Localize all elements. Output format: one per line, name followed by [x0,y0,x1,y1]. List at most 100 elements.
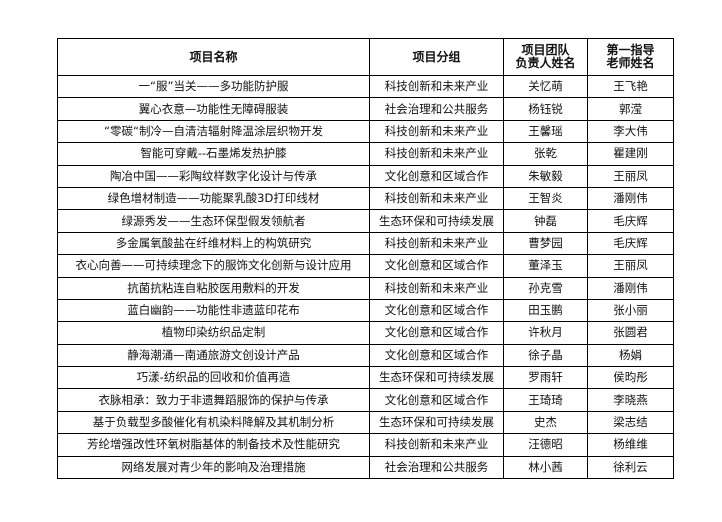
advisor-cell: 瞿建刚 [587,142,674,166]
advisor-cell: 李晓燕 [587,388,674,412]
header-line: 项目团队 [521,43,570,57]
project-name-cell: 多金属氧酸盐在纤维材料上的构筑研究 [57,231,370,256]
project-name-cell: 绿源秀发——生态环保型假发领航者 [57,209,370,233]
project-group-cell: 科技创新和未来产业 [369,433,504,457]
team-leader-cell: 林小茜 [503,455,588,480]
project-name-cell: 网络发展对青少年的影响及治理措施 [57,455,370,480]
advisor-cell: 潘刚伟 [587,186,674,211]
table-row: 衣心向善——可持续理念下的服饰文化创新与设计应用 文化创意和区域合作 董泽玉 王丽凤 [57,254,674,278]
team-leader-cell: 钟磊 [503,209,588,233]
project-name-cell: 巧漾-纺织品的回收和价值再造 [57,366,370,390]
project-group-cell: 科技创新和未来产业 [369,186,504,211]
advisor-cell: 梁志结 [587,410,674,435]
advisor-cell: 毛庆辉 [587,231,674,256]
table-row: 芳纶增强改性环氧树脂基体的制备技术及性能研究 科技创新和未来产业 汪德昭 杨维维 [57,433,674,457]
advisor-cell: 王飞艳 [587,74,674,99]
project-group-cell: 科技创新和未来产业 [369,142,504,166]
table-row: 植物印染纺织品定制 文化创意和区域合作 许秋月 张圆君 [57,321,674,345]
team-leader-cell: 田玉鹏 [503,298,588,323]
team-leader-cell: 徐子晶 [503,343,588,368]
project-name-cell: 植物印染纺织品定制 [57,321,370,345]
advisor-cell: 李大伟 [587,119,674,144]
project-name-cell: 抗菌抗粘连自粘胶医用敷料的开发 [57,276,370,300]
project-name-cell: 蓝白幽韵——功能性非遗蓝印花布 [57,298,370,323]
advisor-cell: 张小丽 [587,298,674,323]
team-leader-cell: 董泽玉 [503,254,588,278]
project-name-cell: 基于负载型多酸催化有机染料降解及其机制分析 [57,410,370,435]
project-group-cell: 文化创意和区域合作 [369,254,504,278]
team-leader-cell: 朱敏毅 [503,164,588,188]
table-row: 翼心衣意—功能性无障碍服装 社会治理和公共服务 杨钰锐 郭滢 [57,97,674,121]
project-group-cell: 社会治理和公共服务 [369,455,504,480]
table-row: 网络发展对青少年的影响及治理措施 社会治理和公共服务 林小茜 徐利云 [57,455,674,480]
project-name-cell: 衣心向善——可持续理念下的服饰文化创新与设计应用 [57,254,370,278]
team-leader-cell: 史杰 [503,410,588,435]
project-group-cell: 生态环保和可持续发展 [369,209,504,233]
project-group-cell: 科技创新和未来产业 [369,231,504,256]
team-leader-cell: 关忆萌 [503,74,588,99]
team-leader-cell: 孙克雪 [503,276,588,300]
project-group-cell: 社会治理和公共服务 [369,97,504,121]
table-row: 抗菌抗粘连自粘胶医用敷料的开发 科技创新和未来产业 孙克雪 潘刚伟 [57,276,674,300]
project-name-cell: 静海潮涌—南通旅游文创设计产品 [57,343,370,368]
table-row: “零碳“制冷—自清洁辐射降温涂层织物开发 科技创新和未来产业 王馨瑶 李大伟 [57,119,674,144]
team-leader-cell: 王馨瑶 [503,119,588,144]
header-team-leader: 项目团队 负责人姓名 [503,38,588,76]
project-table: 项目名称 项目分组 项目团队 负责人姓名 第一指导 老师姓名 一“服”当关——多功能防护服… [57,38,674,480]
project-group-cell: 生态环保和可持续发展 [369,410,504,435]
table-row: 蓝白幽韵——功能性非遗蓝印花布 文化创意和区域合作 田玉鹏 张小丽 [57,298,674,323]
header-line: 老师姓名 [606,56,655,70]
advisor-cell: 郭滢 [587,97,674,121]
advisor-cell: 杨维维 [587,433,674,457]
project-group-cell: 文化创意和区域合作 [369,164,504,188]
team-leader-cell: 杨钰锐 [503,97,588,121]
advisor-cell: 张圆君 [587,321,674,345]
project-group-cell: 科技创新和未来产业 [369,74,504,99]
advisor-cell: 毛庆辉 [587,209,674,233]
header-project-name: 项目名称 [57,38,370,76]
project-name-cell: 绿色增材制造——功能聚乳酸3D打印线材 [57,186,370,211]
team-leader-cell: 汪德昭 [503,433,588,457]
header-line: 第一指导 [606,43,655,57]
project-name-cell: 芳纶增强改性环氧树脂基体的制备技术及性能研究 [57,433,370,457]
table-row: 智能可穿戴--石墨烯发热护膝 科技创新和未来产业 张乾 瞿建刚 [57,142,674,166]
table-row: 一“服”当关——多功能防护服 科技创新和未来产业 关忆萌 王飞艳 [57,74,674,99]
table-row: 多金属氧酸盐在纤维材料上的构筑研究 科技创新和未来产业 曹梦园 毛庆辉 [57,231,674,256]
table-row: 巧漾-纺织品的回收和价值再造 生态环保和可持续发展 罗雨轩 侯昀彤 [57,366,674,390]
project-group-cell: 文化创意和区域合作 [369,388,504,412]
header-line: 负责人姓名 [515,56,576,70]
advisor-cell: 侯昀彤 [587,366,674,390]
team-leader-cell: 曹梦园 [503,231,588,256]
project-name-cell: 衣脉相承：致力于非遗舞蹈服饰的保护与传承 [57,388,370,412]
table-row: 基于负载型多酸催化有机染料降解及其机制分析 生态环保和可持续发展 史杰 梁志结 [57,410,674,435]
project-group-cell: 文化创意和区域合作 [369,343,504,368]
header-project-group: 项目分组 [369,38,504,76]
team-leader-cell: 罗雨轩 [503,366,588,390]
advisor-cell: 王丽凤 [587,164,674,188]
advisor-cell: 王丽凤 [587,254,674,278]
project-group-cell: 文化创意和区域合作 [369,321,504,345]
project-group-cell: 文化创意和区域合作 [369,298,504,323]
advisor-cell: 潘刚伟 [587,276,674,300]
table-row: 衣脉相承：致力于非遗舞蹈服饰的保护与传承 文化创意和区域合作 王琦琦 李晓燕 [57,388,674,412]
project-name-cell: 智能可穿戴--石墨烯发热护膝 [57,142,370,166]
advisor-cell: 杨娟 [587,343,674,368]
table-header-row: 项目名称 项目分组 项目团队 负责人姓名 第一指导 老师姓名 [57,38,674,76]
header-first-advisor: 第一指导 老师姓名 [587,38,674,76]
table-row: 陶冶中国——彩陶纹样数字化设计与传承 文化创意和区域合作 朱敏毅 王丽凤 [57,164,674,188]
project-group-cell: 科技创新和未来产业 [369,276,504,300]
project-name-cell: 翼心衣意—功能性无障碍服装 [57,97,370,121]
project-name-cell: 一“服”当关——多功能防护服 [57,74,370,99]
project-group-cell: 科技创新和未来产业 [369,119,504,144]
project-name-cell: “零碳“制冷—自清洁辐射降温涂层织物开发 [57,119,370,144]
table-row: 绿源秀发——生态环保型假发领航者 生态环保和可持续发展 钟磊 毛庆辉 [57,209,674,233]
project-name-cell: 陶冶中国——彩陶纹样数字化设计与传承 [57,164,370,188]
table-row: 绿色增材制造——功能聚乳酸3D打印线材 科技创新和未来产业 王智炎 潘刚伟 [57,186,674,211]
header-line: 项目分组 [412,49,461,64]
team-leader-cell: 张乾 [503,142,588,166]
header-line: 项目名称 [189,49,238,64]
project-group-cell: 生态环保和可持续发展 [369,366,504,390]
team-leader-cell: 许秋月 [503,321,588,345]
advisor-cell: 徐利云 [587,455,674,480]
team-leader-cell: 王智炎 [503,186,588,211]
